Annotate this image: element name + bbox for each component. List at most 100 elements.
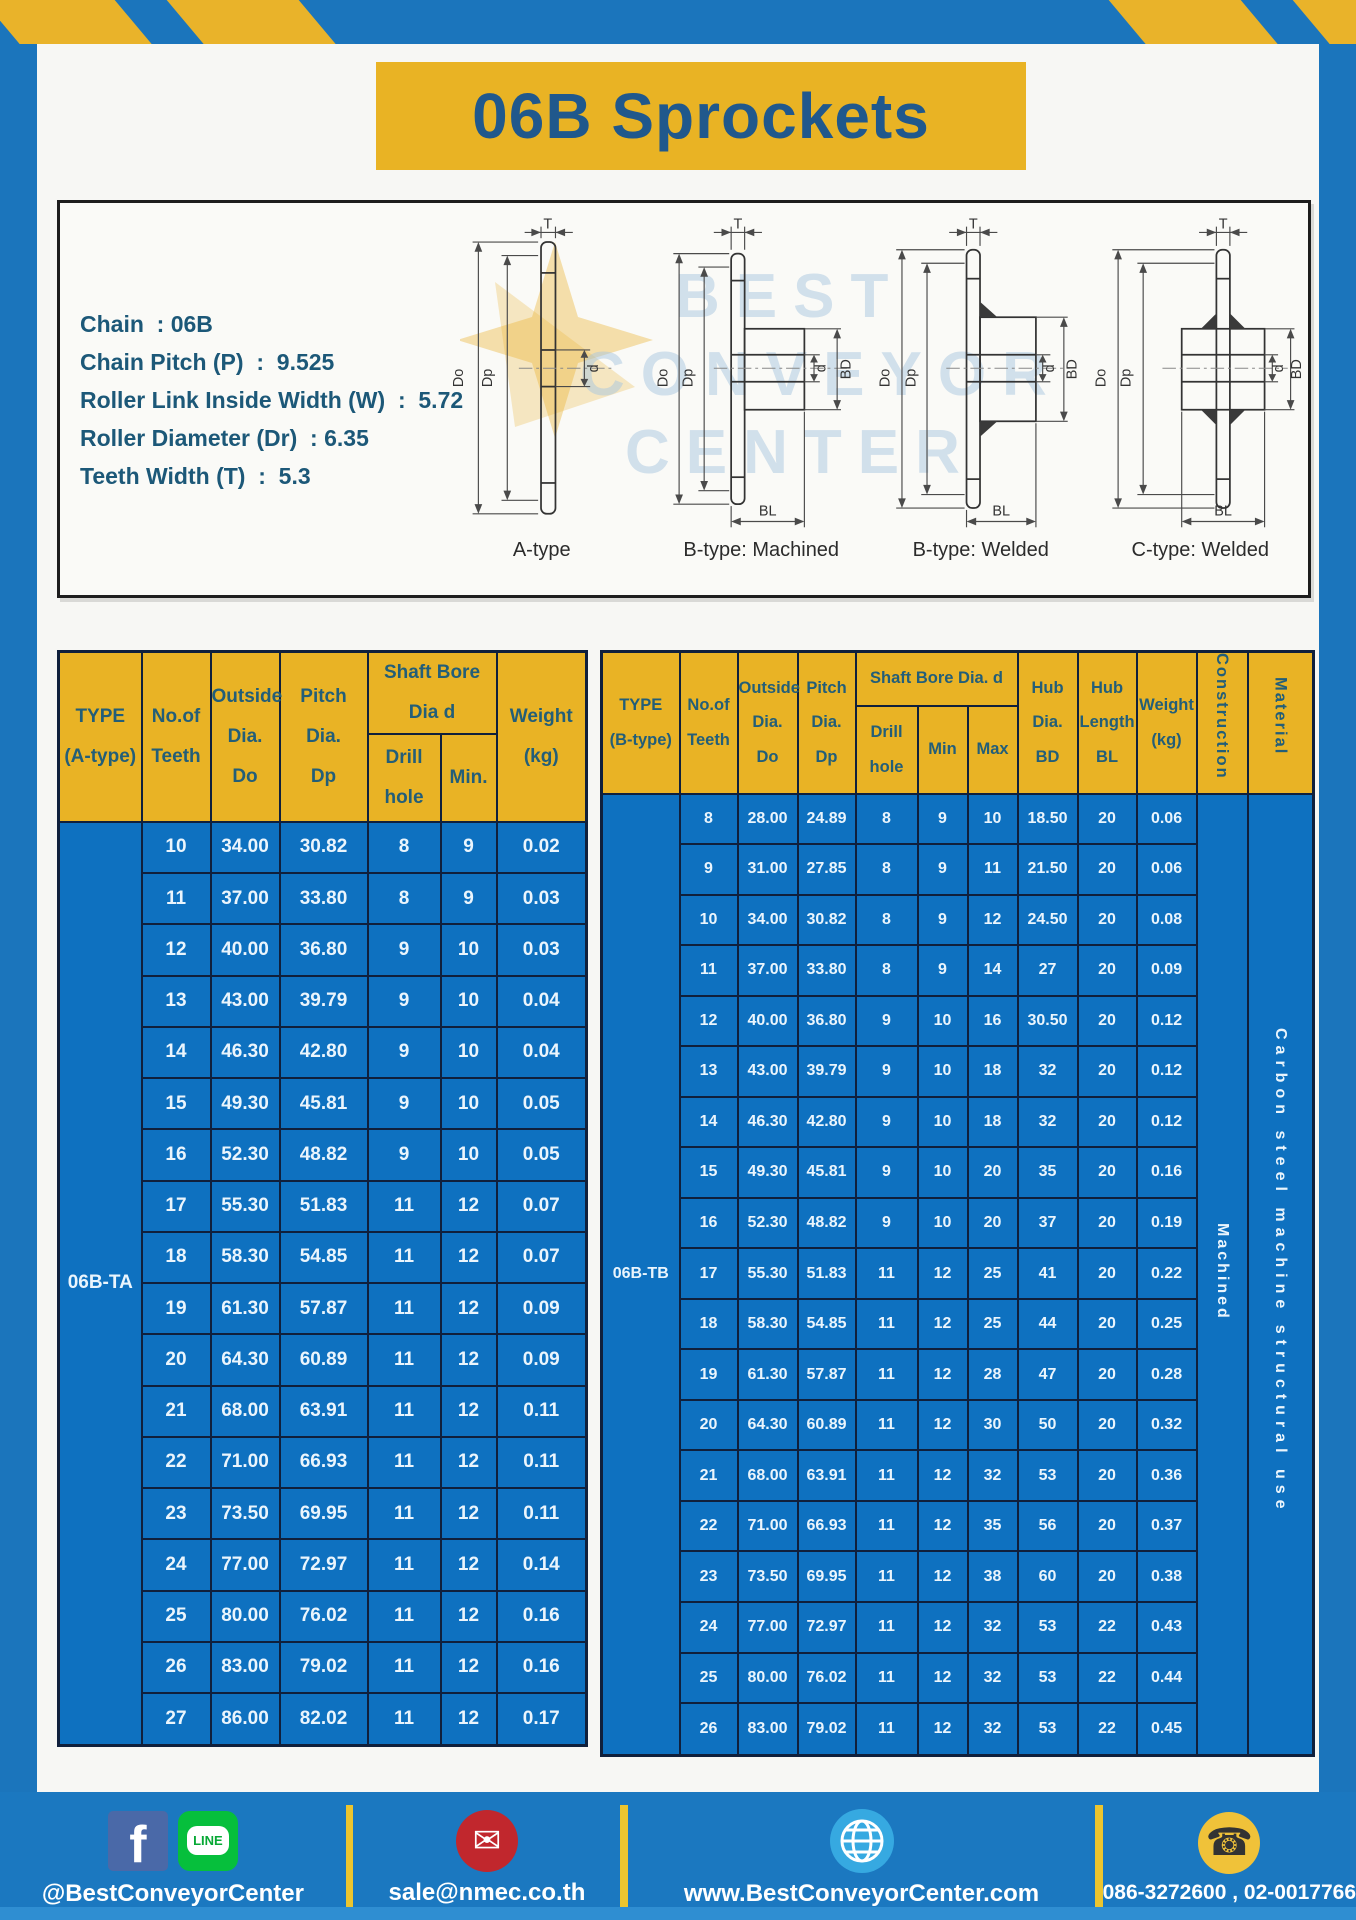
- table-cell: 45.81: [278, 1077, 369, 1131]
- bottom-strip: [0, 1907, 1356, 1920]
- table-cell: 21: [140, 1384, 212, 1438]
- col-header-type: TYPE (B-type): [600, 650, 681, 795]
- table-cell: 22: [1076, 1702, 1138, 1757]
- table-cell: 71.00: [736, 1499, 799, 1553]
- table-cell: 11: [366, 1282, 442, 1336]
- table-cell: 43.00: [209, 974, 281, 1028]
- table-cell: 46.30: [736, 1095, 799, 1149]
- table-cell: 36.80: [278, 923, 369, 977]
- table-cell: 20: [1076, 1550, 1138, 1603]
- table-cell: 10: [439, 974, 498, 1028]
- table-cell: 0.17: [495, 1692, 588, 1747]
- table-cell: 25: [966, 1297, 1019, 1351]
- table-cell: 0.06: [1135, 792, 1198, 846]
- table-cell: 26: [140, 1640, 212, 1695]
- table-cell: 27.85: [796, 843, 857, 896]
- table-cell: 0.12: [1135, 1095, 1198, 1149]
- table-cell: 63.91: [278, 1384, 369, 1438]
- table-cell: 48.82: [796, 1196, 857, 1250]
- dim-d: d: [1271, 364, 1287, 372]
- table-a-subheader-row: Drill hole Min.: [59, 732, 587, 823]
- table-cell: 32: [966, 1651, 1019, 1705]
- table-cell: 12: [916, 1247, 969, 1300]
- table-cell: 80.00: [736, 1651, 799, 1705]
- table-cell: 22: [140, 1435, 212, 1490]
- table-cell: 35: [1016, 1146, 1079, 1199]
- col-header-shaft-bore: Shaft Bore Dia d: [366, 650, 498, 735]
- table-cell: 71.00: [209, 1435, 281, 1490]
- table-cell: 69.95: [796, 1550, 857, 1603]
- table-a-row: 12 40.00 36.80 9 10 0.03: [59, 923, 588, 977]
- page-title: 06B Sprockets: [472, 80, 930, 152]
- table-b-row: 17 55.30 51.83 11 12 25 41 20 0.22: [602, 1247, 1314, 1300]
- footer-contact-bar: f LINE @BestConveyorCenter ✉ sale@nmec.c…: [0, 1792, 1356, 1920]
- table-cell: 11: [366, 1230, 442, 1285]
- table-cell: 0.14: [495, 1538, 588, 1592]
- table-cell: 55.30: [736, 1247, 799, 1300]
- dim-do: Do: [655, 369, 671, 387]
- table-cell: 64.30: [209, 1333, 281, 1387]
- table-cell: 20: [1076, 1449, 1138, 1502]
- table-cell: 15: [678, 1146, 739, 1199]
- table-a-header-row: TYPE (A-type) No.of Teeth Outside Dia. D…: [57, 650, 588, 823]
- table-cell: 24: [678, 1601, 739, 1654]
- dim-d: d: [586, 364, 602, 372]
- table-cell: 8: [854, 944, 919, 997]
- table-b-row: 16 52.30 48.82 9 10 20 37 20 0.19: [602, 1196, 1314, 1250]
- table-cell: 38: [966, 1550, 1019, 1603]
- table-cell: 12: [439, 1640, 498, 1695]
- dim-bd: BD: [1065, 359, 1081, 379]
- table-cell: 11: [366, 1179, 442, 1233]
- table-cell: 11: [678, 944, 739, 997]
- dim-t: T: [1218, 217, 1227, 233]
- table-cell: 0.04: [495, 1025, 588, 1080]
- table-cell: 0.25: [1135, 1297, 1198, 1351]
- table-cell: 12: [439, 1179, 498, 1233]
- table-cell: 10: [678, 893, 739, 947]
- table-cell: 15: [140, 1077, 212, 1131]
- dim-dp: Dp: [1118, 369, 1134, 387]
- dim-bd: BD: [1289, 359, 1305, 379]
- table-cell: 34.00: [736, 893, 799, 947]
- table-cell: 10: [916, 1095, 969, 1149]
- table-a-row: 15 49.30 45.81 9 10 0.05: [59, 1077, 588, 1131]
- table-cell: 11: [854, 1550, 919, 1603]
- table-cell: 11: [854, 1499, 919, 1553]
- table-cell: 60.89: [796, 1398, 857, 1452]
- table-cell: 25: [678, 1651, 739, 1705]
- table-cell: 19: [140, 1282, 212, 1336]
- dim-do: Do: [1093, 369, 1109, 387]
- table-b-row: 25 80.00 76.02 11 12 32 53 22 0.44: [602, 1651, 1314, 1705]
- table-cell: 21.50: [1016, 843, 1079, 896]
- table-cell: 12: [916, 1348, 969, 1401]
- table-cell: 0.37: [1135, 1499, 1198, 1553]
- footer-social-handle: @BestConveyorCenter: [41, 1879, 304, 1907]
- col-header-material: Material: [1246, 650, 1315, 795]
- table-cell: 76.02: [278, 1589, 369, 1643]
- table-cell: 11: [854, 1601, 919, 1654]
- table-cell: 41: [1016, 1247, 1079, 1300]
- table-cell: 80.00: [209, 1589, 281, 1643]
- table-cell: 0.02: [495, 820, 588, 875]
- table-cell: 58.30: [209, 1230, 281, 1285]
- table-cell: 11: [366, 1435, 442, 1490]
- drawing-panel: BEST CONVEYOR CENTER Chain : 06B Chain P…: [57, 200, 1311, 598]
- table-cell: 53: [1016, 1601, 1079, 1654]
- table-cell: 83.00: [736, 1702, 799, 1757]
- table-a-row: 17 55.30 51.83 11 12 0.07: [59, 1179, 588, 1233]
- table-cell: 23: [678, 1550, 739, 1603]
- drawing-label: B-type: Machined: [683, 539, 840, 561]
- dim-d: d: [813, 364, 829, 372]
- table-b-row: 13 43.00 39.79 9 10 18 32 20 0.12: [602, 1045, 1314, 1098]
- stripe-decoration: [1105, 0, 1283, 44]
- table-cell: 12: [916, 1702, 969, 1757]
- table-cell: 10: [439, 1025, 498, 1080]
- stripe-decoration: [163, 0, 341, 44]
- col-header-hub-dia: Hub Dia. BD: [1016, 650, 1079, 795]
- dim-d: d: [1042, 364, 1058, 372]
- footer-email: sale@nmec.co.th: [388, 1878, 586, 1906]
- dim-bl: BL: [993, 504, 1011, 520]
- type-cell: 06B-TB: [600, 792, 681, 1757]
- table-cell: 12: [439, 1435, 498, 1490]
